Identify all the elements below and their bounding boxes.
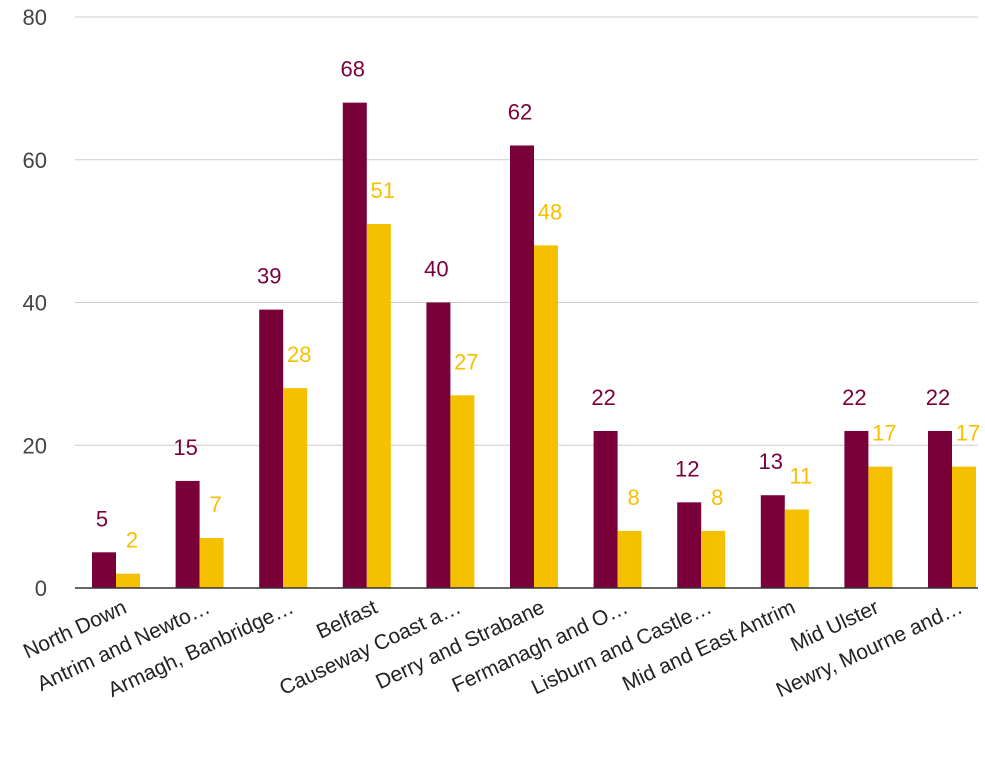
data-label-series-2: 48: [538, 199, 562, 224]
data-label-series-1: 5: [96, 506, 108, 531]
bar-series-2: [116, 573, 140, 588]
y-tick-label: 0: [35, 576, 47, 601]
y-tick-label: 40: [23, 291, 47, 316]
data-label-series-1: 13: [759, 449, 783, 474]
data-label-series-2: 17: [956, 421, 980, 446]
bar-series-2: [283, 388, 308, 588]
bar-series-1: [928, 430, 952, 588]
bar-series-2: [450, 395, 475, 588]
bar-series-1: [677, 502, 702, 588]
bar-series-2: [701, 530, 726, 588]
bar-series-1: [342, 102, 367, 589]
bar-series-2: [952, 466, 976, 588]
bar-series-2: [366, 223, 391, 589]
data-label-series-2: 27: [454, 349, 478, 374]
bar-series-2: [617, 530, 642, 588]
data-label-series-1: 12: [675, 456, 699, 481]
y-tick-label: 60: [23, 148, 47, 173]
data-label-series-2: 28: [287, 342, 311, 367]
y-tick-label: 20: [23, 433, 47, 458]
bar-series-2: [534, 245, 558, 588]
data-label-series-1: 22: [842, 385, 866, 410]
bar-series-2: [868, 466, 893, 588]
y-tick-label: 80: [23, 5, 47, 30]
data-label-series-2: 17: [872, 421, 896, 446]
data-label-series-1: 68: [341, 57, 365, 82]
data-label-series-1: 39: [257, 264, 281, 289]
bar-series-1: [92, 552, 116, 588]
bars: [92, 102, 976, 589]
data-label-series-2: 51: [371, 178, 395, 203]
data-label-series-2: 8: [627, 485, 639, 510]
data-label-series-1: 22: [591, 385, 615, 410]
bar-series-1: [175, 480, 200, 588]
data-label-series-2: 8: [711, 485, 723, 510]
bar-series-1: [593, 430, 618, 588]
data-label-series-1: 40: [424, 257, 448, 282]
data-label-series-1: 22: [926, 385, 950, 410]
data-label-series-1: 15: [173, 435, 197, 460]
bar-series-1: [510, 145, 534, 588]
bar-series-2: [784, 509, 809, 588]
bar-series-1: [426, 302, 451, 588]
data-label-series-2: 7: [209, 492, 221, 517]
bar-series-1: [259, 309, 284, 588]
bar-series-2: [199, 538, 224, 588]
data-label-series-2: 11: [789, 463, 812, 488]
data-label-series-2: 2: [126, 528, 138, 553]
bar-series-1: [760, 495, 785, 588]
bar-series-1: [844, 430, 869, 588]
data-label-series-1: 62: [508, 99, 532, 124]
y-axis-ticks: 0 20 40 60 80: [23, 5, 47, 601]
